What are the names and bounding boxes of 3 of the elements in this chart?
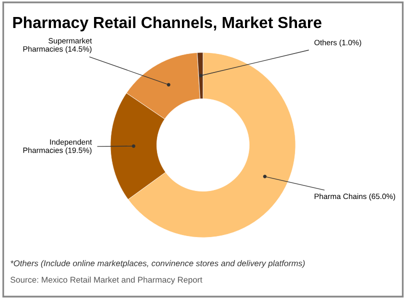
source-note: Source: Mexico Retail Market and Pharmacy Report bbox=[10, 276, 202, 284]
chart-title: Pharmacy Retail Channels, Market Share bbox=[13, 16, 322, 32]
text: *Others (Include online marketplaces, convinence stores and delivery platforms) bbox=[10, 260, 305, 268]
